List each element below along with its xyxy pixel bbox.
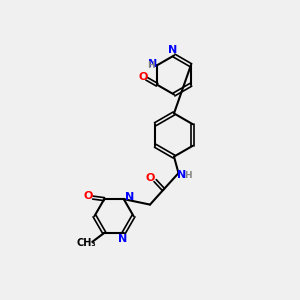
- Text: N: N: [168, 45, 177, 55]
- Text: O: O: [138, 72, 148, 82]
- Text: H: H: [184, 171, 192, 180]
- Text: N: N: [124, 192, 134, 202]
- Text: O: O: [84, 191, 93, 201]
- Text: N: N: [148, 59, 157, 69]
- Text: CH₃: CH₃: [76, 238, 96, 248]
- Text: O: O: [146, 173, 155, 183]
- Text: H: H: [147, 61, 154, 70]
- Text: N: N: [177, 170, 186, 181]
- Text: N: N: [118, 234, 127, 244]
